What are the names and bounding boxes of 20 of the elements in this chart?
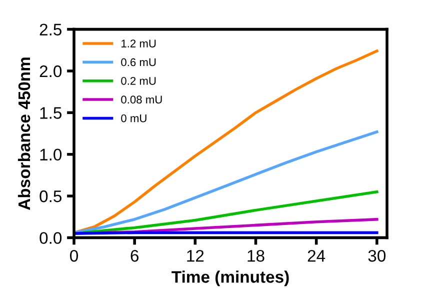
x-tick-label: 0 — [70, 250, 78, 262]
x-tick-label: 12 — [187, 250, 204, 262]
y-tick-label: 1.0 — [40, 148, 62, 161]
y-tick-label: 0.0 — [40, 232, 62, 244]
x-tick-label: 18 — [248, 250, 264, 262]
y-tick-label: 2.5 — [40, 24, 62, 36]
legend-label: 0.6 mU — [121, 58, 156, 66]
legend-label: 0.08 mU — [121, 96, 162, 104]
x-tick-label: 6 — [130, 250, 138, 262]
x-axis-title: Time (minutes) — [172, 270, 289, 286]
y-tick-label: 2.0 — [40, 65, 62, 78]
y-axis-title: Absorbance 450nm — [18, 58, 30, 210]
legend-label: 0 mU — [121, 114, 146, 122]
y-tick-label: 0.5 — [40, 190, 62, 202]
legend-label: 0.2 mU — [121, 76, 156, 85]
x-tick-label: 24 — [308, 250, 326, 262]
line-series — [74, 130, 378, 234]
x-tick-label: 30 — [368, 250, 386, 262]
legend-label: 1.2 mU — [122, 40, 156, 48]
y-tick-label: 1.5 — [40, 107, 62, 119]
